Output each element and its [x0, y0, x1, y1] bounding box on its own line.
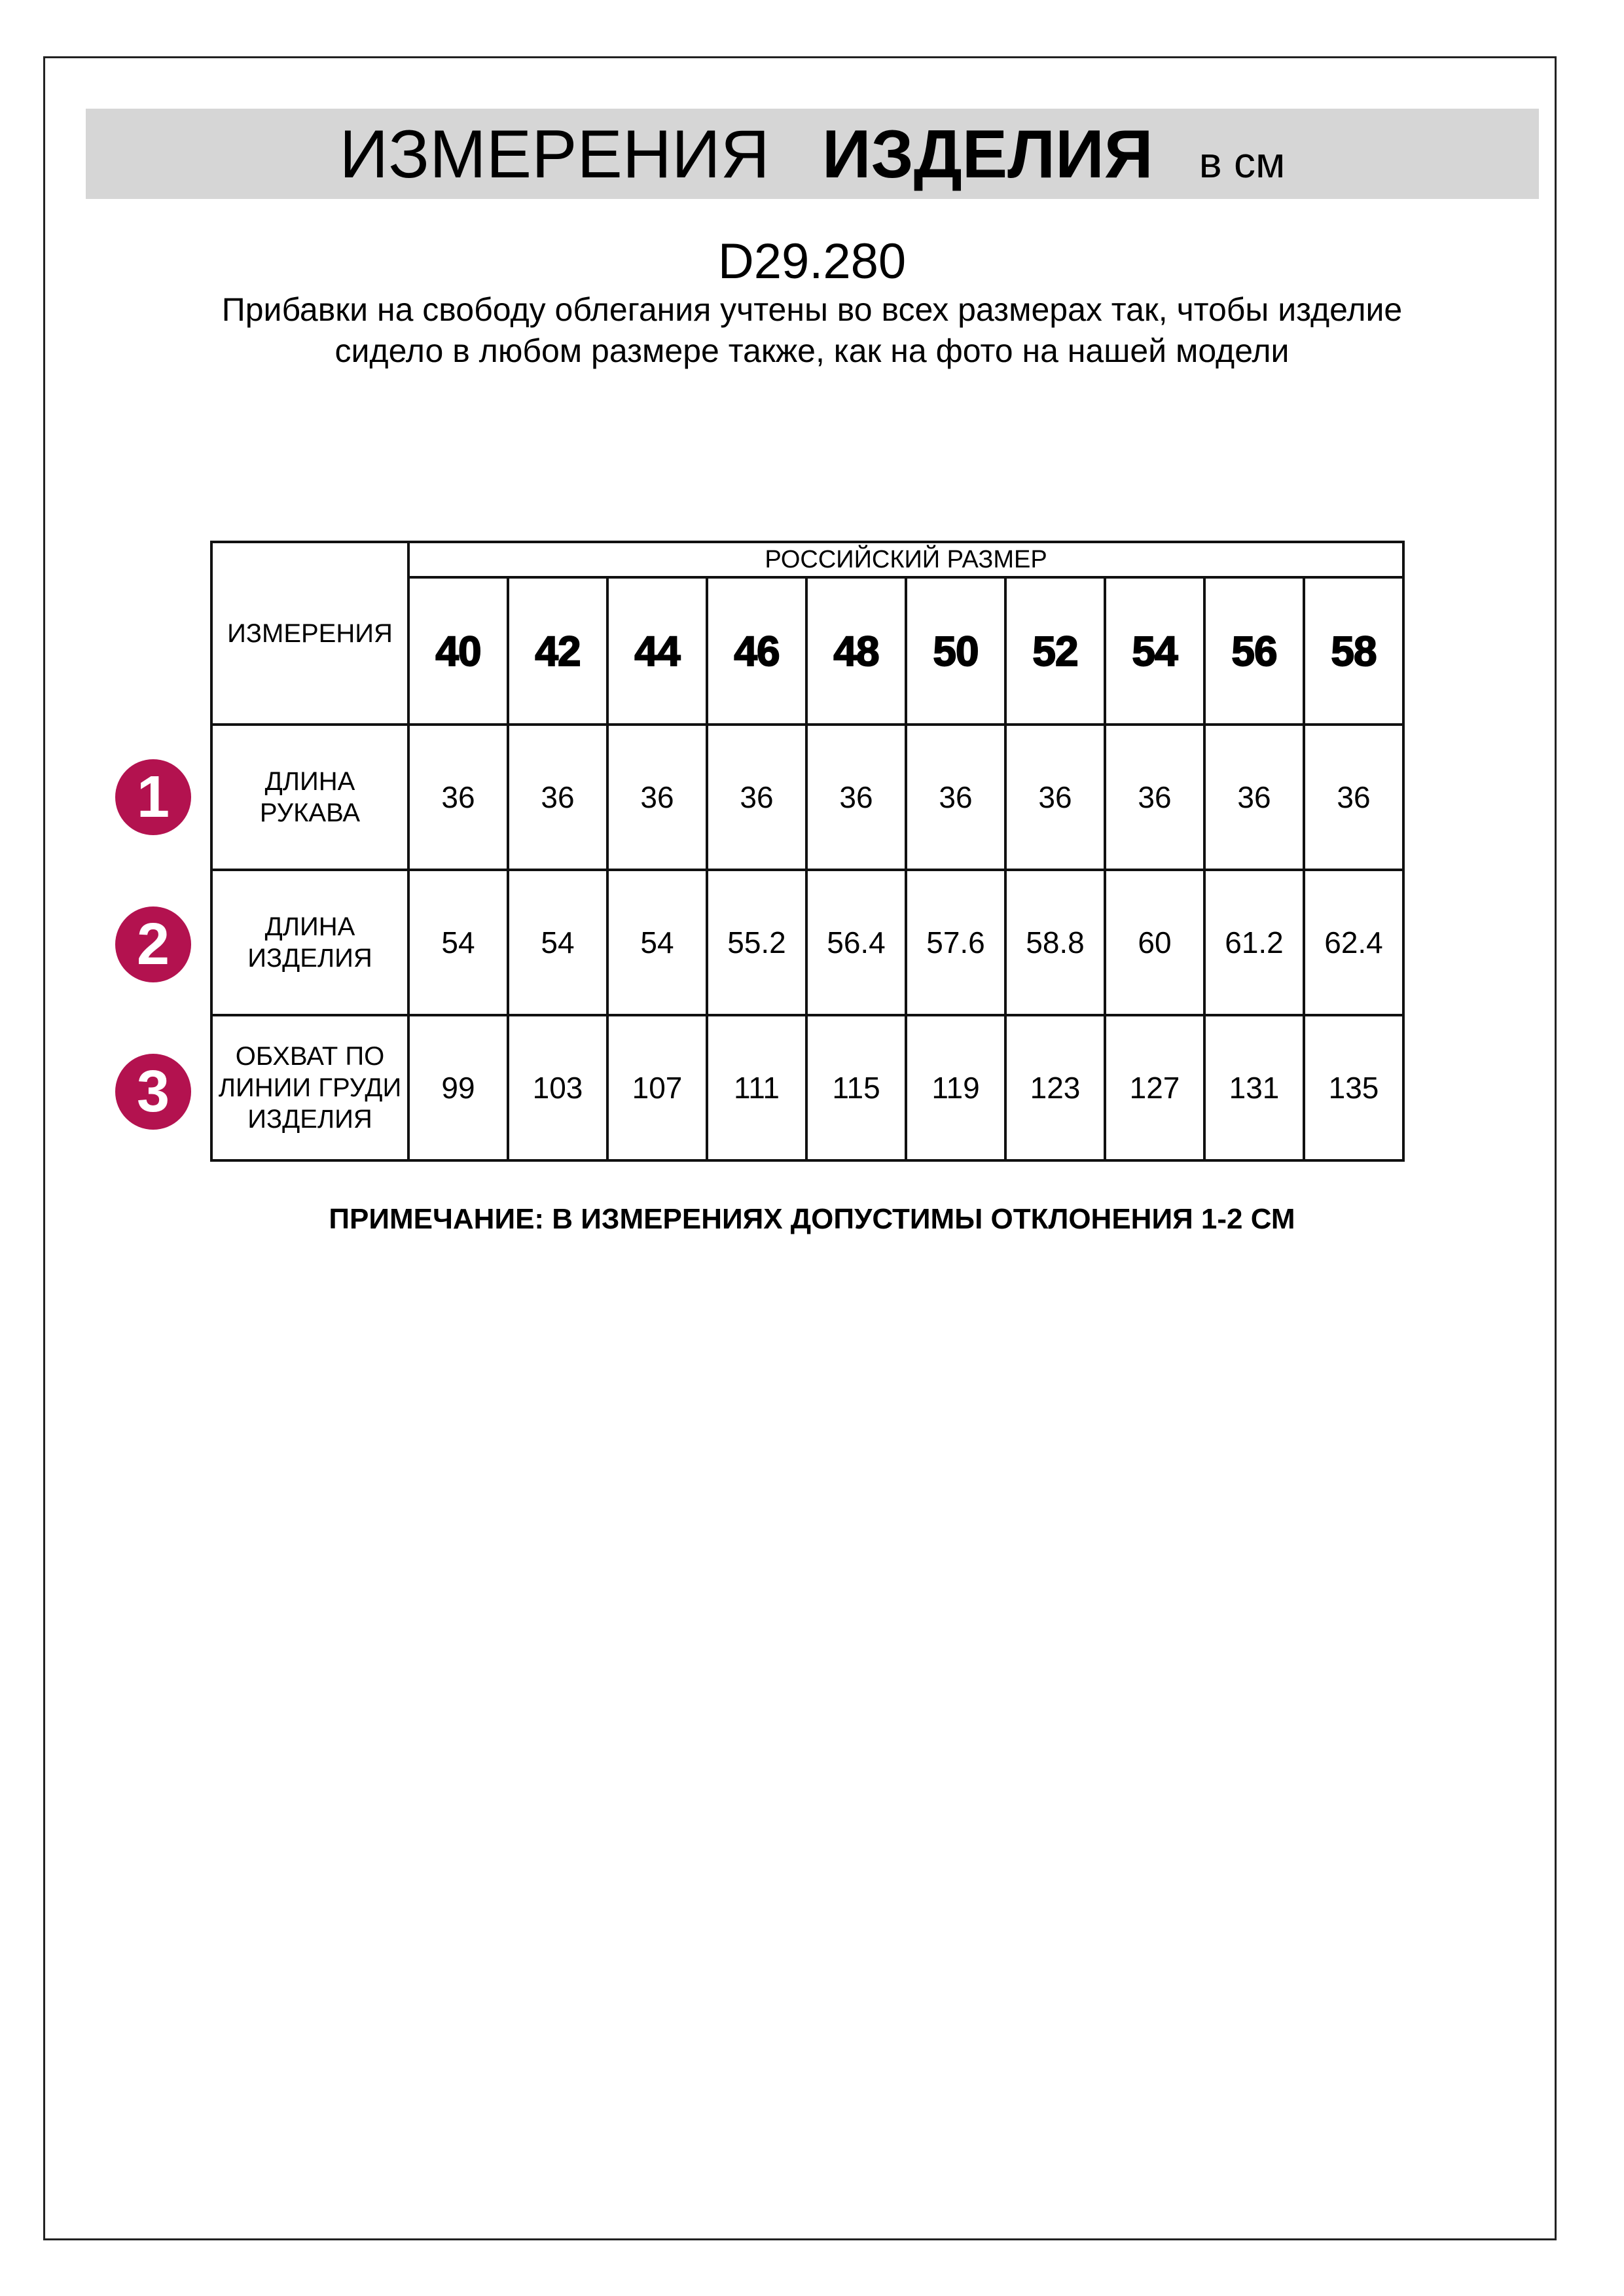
- measurement-label: ДЛИНА ИЗДЕЛИЯ: [210, 869, 410, 1016]
- title-banner: ИЗМЕРЕНИЯ ИЗДЕЛИЯ в см: [86, 109, 1539, 199]
- measurement-label: ДЛИНА РУКАВА: [210, 723, 410, 871]
- measurement-label: ОБХВАТ ПО ЛИНИИ ГРУДИ ИЗДЕЛИЯ: [210, 1014, 410, 1162]
- title-regular: ИЗМЕРЕНИЯ: [339, 117, 770, 192]
- title-bold: ИЗДЕЛИЯ: [821, 117, 1153, 192]
- size-header: 52: [1004, 576, 1106, 726]
- measurement-value: 127: [1104, 1014, 1206, 1162]
- measurement-value: 99: [407, 1014, 509, 1162]
- measurement-value: 103: [507, 1014, 609, 1162]
- page-frame: [43, 56, 1557, 2240]
- measurement-value: 119: [905, 1014, 1007, 1162]
- measurement-value: 131: [1203, 1014, 1305, 1162]
- measurement-value: 36: [1203, 723, 1305, 871]
- measurement-value: 58.8: [1004, 869, 1106, 1016]
- size-header: 46: [706, 576, 808, 726]
- size-header: 42: [507, 576, 609, 726]
- title-unit: в см: [1199, 138, 1286, 187]
- measurement-value: 36: [407, 723, 509, 871]
- measurement-value: 36: [1303, 723, 1405, 871]
- measurement-row: ДЛИНА ИЗДЕЛИЯ 54 54 54 55.2 56.4 57.6 58.8 60 61.…: [210, 869, 1405, 1016]
- row-number-badge: 3: [115, 1054, 191, 1130]
- size-header: 44: [606, 576, 708, 726]
- size-header: 54: [1104, 576, 1206, 726]
- measurement-value: 61.2: [1203, 869, 1305, 1016]
- size-header: 48: [805, 576, 907, 726]
- tolerance-note: ПРИМЕЧАНИЕ: В ИЗМЕРЕНИЯХ ДОПУСТИМЫ ОТКЛО…: [329, 1203, 1295, 1235]
- measurement-value: 36: [1004, 723, 1106, 871]
- row-number-badge: 1: [115, 759, 191, 835]
- measurement-value: 55.2: [706, 869, 808, 1016]
- measurement-value: 57.6: [905, 869, 1007, 1016]
- measurement-value: 115: [805, 1014, 907, 1162]
- page-title: ИЗМЕРЕНИЯ ИЗДЕЛИЯ в см: [86, 120, 1539, 196]
- size-group-label: РОССИЙСКИЙ РАЗМЕР: [407, 541, 1405, 579]
- measurement-value: 123: [1004, 1014, 1106, 1162]
- measurement-value: 135: [1303, 1014, 1405, 1162]
- measurement-value: 60: [1104, 869, 1206, 1016]
- size-header: 56: [1203, 576, 1305, 726]
- measurement-value: 36: [905, 723, 1007, 871]
- measurement-value: 36: [507, 723, 609, 871]
- measurement-value: 56.4: [805, 869, 907, 1016]
- measurement-value: 54: [606, 869, 708, 1016]
- measurement-value: 54: [407, 869, 509, 1016]
- measurement-value: 62.4: [1303, 869, 1405, 1016]
- measurement-value: 36: [606, 723, 708, 871]
- measurement-value: 36: [805, 723, 907, 871]
- product-code: D29.280: [717, 234, 907, 289]
- measurement-value: 54: [507, 869, 609, 1016]
- measurement-value: 36: [706, 723, 808, 871]
- measurement-value: 111: [706, 1014, 808, 1162]
- corner-label: ИЗМЕРЕНИЯ: [210, 541, 410, 726]
- size-header: 50: [905, 576, 1007, 726]
- size-header: 58: [1303, 576, 1405, 726]
- size-table: ИЗМЕРЕНИЯ РОССИЙСКИЙ РАЗМЕР 40 42 44 46 48 50…: [210, 541, 1405, 1162]
- row-number-badge: 2: [115, 906, 191, 982]
- measurement-value: 36: [1104, 723, 1206, 871]
- measurement-value: 107: [606, 1014, 708, 1162]
- measurement-row: ДЛИНА РУКАВА 36 36 36 36 36 36 36 36 36 36: [210, 723, 1405, 871]
- measurement-row: ОБХВАТ ПО ЛИНИИ ГРУДИ ИЗДЕЛИЯ 99 103 107 111…: [210, 1014, 1405, 1162]
- fit-description: Прибавки на свободу облегания учтены во …: [221, 291, 1403, 369]
- size-header: 40: [407, 576, 509, 726]
